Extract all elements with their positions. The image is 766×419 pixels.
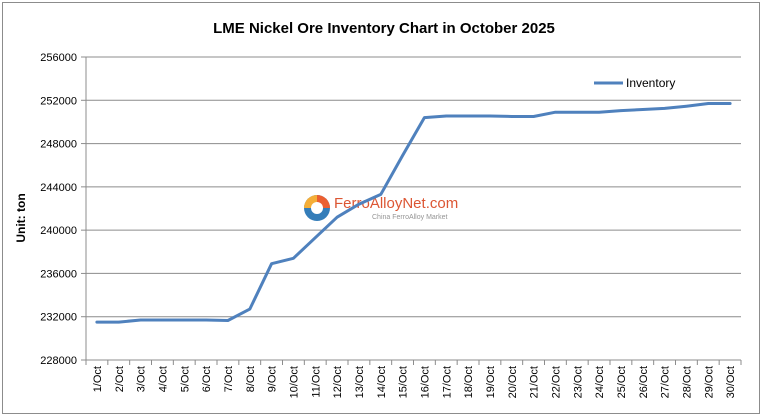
data-point xyxy=(619,109,623,112)
data-point xyxy=(226,319,230,322)
data-point xyxy=(161,318,164,322)
watermark-brand: FerroAlloyNet.com xyxy=(334,195,458,212)
data-point xyxy=(554,110,557,114)
data-point xyxy=(95,320,99,324)
data-point xyxy=(532,115,535,118)
y-axis-ticks: 228000 232000 236000 240000 244000 248000 2520… xyxy=(40,52,86,367)
x-tick-label: 1/Oct xyxy=(92,366,104,392)
x-tick-label: 26/Oct xyxy=(638,366,650,398)
data-point xyxy=(204,318,208,322)
x-tick-label: 20/Oct xyxy=(507,366,519,398)
x-tick-label: 17/Oct xyxy=(441,366,453,398)
x-tick-label: 24/Oct xyxy=(594,366,606,398)
x-tick-label: 3/Oct xyxy=(136,366,148,392)
x-tick-label: 10/Oct xyxy=(288,366,300,398)
y-tick-label: 252000 xyxy=(40,95,77,107)
data-point xyxy=(685,105,688,108)
data-point xyxy=(335,215,339,219)
x-tick-label: 18/Oct xyxy=(463,366,475,398)
data-point xyxy=(292,257,295,260)
y-tick-label: 256000 xyxy=(40,52,77,64)
data-point xyxy=(707,102,710,105)
x-tick-label: 9/Oct xyxy=(267,366,279,392)
x-tick-label: 22/Oct xyxy=(550,366,562,398)
x-tick-label: 28/Oct xyxy=(681,366,693,398)
data-point xyxy=(510,115,513,118)
ferroalloynet-logo-icon xyxy=(304,195,330,221)
x-tick-label: 19/Oct xyxy=(485,366,497,398)
x-tick-label: 13/Oct xyxy=(354,366,366,398)
y-tick-label: 244000 xyxy=(40,182,77,194)
x-tick-label: 6/Oct xyxy=(201,366,213,392)
series-layer xyxy=(95,102,732,324)
ferroalloynet-watermark: FerroAlloyNet.com China FerroAlloy Marke… xyxy=(304,195,458,221)
x-tick-label: 29/Oct xyxy=(703,366,715,398)
data-point xyxy=(663,107,666,110)
x-tick-label: 30/Oct xyxy=(725,366,737,398)
x-tick-label: 2/Oct xyxy=(114,366,126,392)
x-tick-label: 16/Oct xyxy=(419,366,431,398)
chart-title: LME Nickel Ore Inventory Chart in Octobe… xyxy=(213,20,555,37)
y-axis-title: Unit: ton xyxy=(14,193,28,242)
x-tick-label: 14/Oct xyxy=(376,366,388,398)
x-tick-label: 8/Oct xyxy=(245,366,257,392)
data-point xyxy=(597,110,601,114)
y-tick-label: 240000 xyxy=(40,225,77,237)
y-tick-label: 228000 xyxy=(40,355,77,367)
data-point xyxy=(576,110,579,114)
x-tick-label: 25/Oct xyxy=(616,366,628,398)
chart-frame xyxy=(2,2,760,414)
legend: Inventory xyxy=(594,76,675,90)
x-tick-label: 5/Oct xyxy=(179,366,191,392)
data-point xyxy=(379,193,382,196)
y-tick-label: 236000 xyxy=(40,268,77,280)
watermark-subtitle: China FerroAlloy Market xyxy=(372,214,448,221)
axes xyxy=(85,57,741,361)
x-tick-label: 23/Oct xyxy=(572,366,584,398)
x-tick-label: 15/Oct xyxy=(398,366,410,398)
data-point xyxy=(248,307,251,311)
x-tick-label: 7/Oct xyxy=(223,366,235,392)
data-point xyxy=(183,318,186,322)
data-point xyxy=(728,102,732,105)
data-point xyxy=(139,318,142,322)
y-tick-label: 248000 xyxy=(40,139,77,151)
data-point xyxy=(314,236,317,239)
x-tick-label: 4/Oct xyxy=(157,366,169,392)
data-point xyxy=(270,262,273,265)
x-tick-label: 12/Oct xyxy=(332,366,344,398)
series-line-inventory xyxy=(95,102,732,324)
data-point xyxy=(488,114,492,118)
data-point xyxy=(401,154,404,157)
y-tick-label: 232000 xyxy=(40,312,77,324)
x-axis-ticks: 1/Oct 2/Oct 3/Oct 4/Oct 5/Oct 6/Oct 7/Oct 8/Oct… xyxy=(85,360,742,398)
data-point xyxy=(641,108,644,111)
data-point xyxy=(445,114,448,118)
x-tick-label: 11/Oct xyxy=(310,366,322,398)
data-point xyxy=(117,320,120,324)
legend-label: Inventory xyxy=(626,76,675,90)
x-tick-label: 27/Oct xyxy=(660,366,672,398)
x-tick-label: 21/Oct xyxy=(529,366,541,398)
data-point xyxy=(466,114,470,118)
data-point xyxy=(357,202,361,206)
data-point xyxy=(423,116,426,119)
